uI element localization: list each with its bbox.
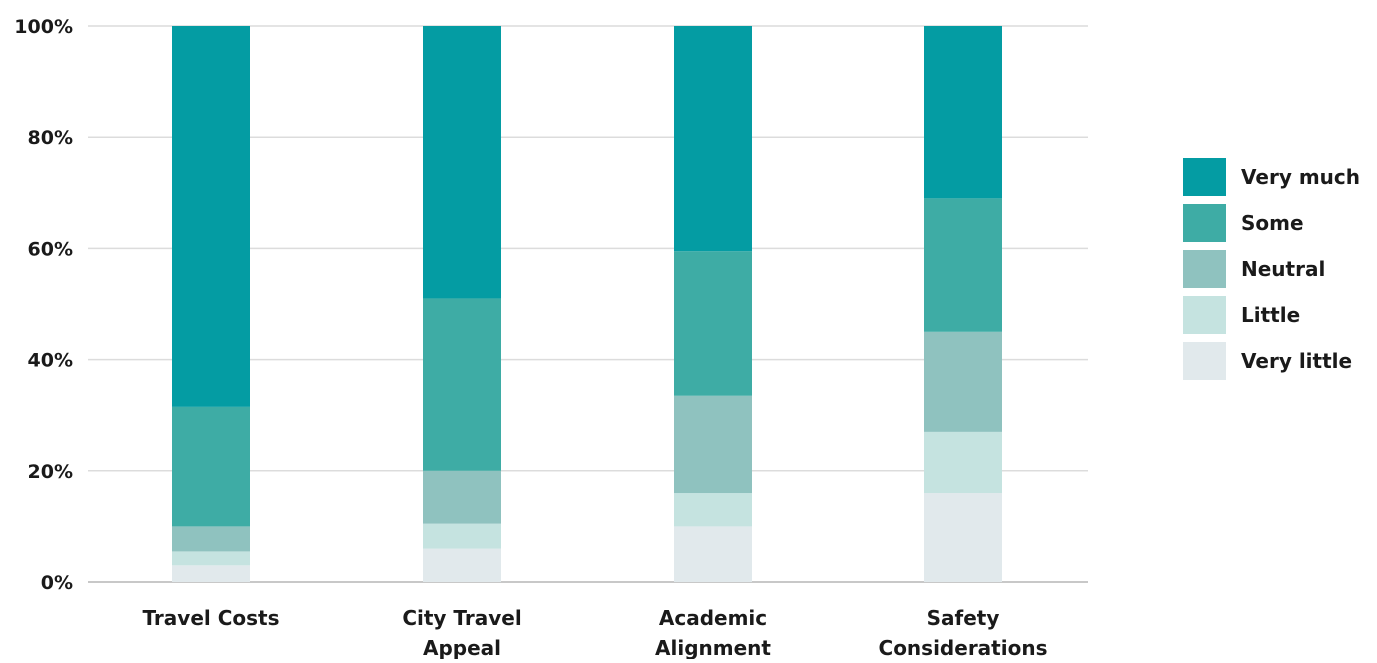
- bar-segment-very-much: [924, 26, 1002, 199]
- bar-segment-little: [674, 493, 752, 527]
- y-tick-label: 40%: [28, 350, 73, 372]
- gridlines: [88, 25, 1088, 583]
- x-axis: Travel Costs City Travel Appeal Academic Ali…: [142, 606, 1048, 660]
- legend-label: Very little: [1241, 349, 1352, 373]
- x-tick-label: Safety Considerations: [879, 606, 1048, 659]
- legend-item-very-much: Very much: [1183, 158, 1360, 196]
- bar-segment-some: [423, 298, 501, 471]
- bar-segment-very-little: [924, 493, 1002, 582]
- y-axis: 0% 20% 40% 60% 80% 100%: [14, 16, 73, 594]
- bar-segment-very-little: [674, 526, 752, 582]
- legend-label: Neutral: [1241, 257, 1325, 281]
- y-tick-label: 80%: [28, 127, 73, 149]
- bar-segment-little: [172, 551, 250, 566]
- legend-item-some: Some: [1183, 204, 1304, 242]
- bar-segment-very-much: [674, 26, 752, 252]
- bar-stack-safety-considerations: [924, 26, 1002, 582]
- bar-segment-very-little: [423, 548, 501, 582]
- bar-segment-some: [172, 406, 250, 527]
- bar-segment-neutral: [924, 331, 1002, 432]
- bars: [172, 26, 1002, 582]
- bar-segment-little: [423, 523, 501, 549]
- bar-segment-neutral: [172, 526, 250, 552]
- bar-segment-very-little: [172, 565, 250, 582]
- y-tick-label: 20%: [28, 461, 73, 483]
- legend-swatch: [1183, 158, 1226, 196]
- bar-stack-city-travel-appeal: [423, 26, 501, 582]
- y-tick-label: 60%: [28, 238, 73, 260]
- legend-swatch: [1183, 204, 1226, 242]
- bar-segment-very-much: [172, 26, 250, 407]
- y-tick-label: 0%: [41, 572, 73, 594]
- legend-label: Some: [1241, 211, 1304, 235]
- legend-swatch: [1183, 342, 1226, 380]
- bar-segment-neutral: [674, 395, 752, 494]
- legend-item-little: Little: [1183, 296, 1300, 334]
- bar-stack-travel-costs: [172, 26, 250, 582]
- legend-label: Little: [1241, 303, 1300, 327]
- legend-swatch: [1183, 296, 1226, 334]
- bar-segment-little: [924, 431, 1002, 494]
- bar-segment-some: [674, 251, 752, 396]
- y-tick-label: 100%: [14, 16, 73, 38]
- bar-segment-very-much: [423, 26, 501, 299]
- legend-item-very-little: Very little: [1183, 342, 1352, 380]
- legend-swatch: [1183, 250, 1226, 288]
- bar-stack-academic-alignment: [674, 26, 752, 582]
- legend-item-neutral: Neutral: [1183, 250, 1325, 288]
- bar-segment-neutral: [423, 470, 501, 524]
- legend: Very much Some Neutral Little Very little: [1183, 158, 1360, 380]
- x-tick-label: Travel Costs: [142, 606, 279, 630]
- legend-label: Very much: [1241, 165, 1360, 189]
- x-tick-label: Academic Alignment: [655, 606, 771, 659]
- x-tick-label: City Travel Appeal: [402, 606, 521, 659]
- bar-segment-some: [924, 198, 1002, 332]
